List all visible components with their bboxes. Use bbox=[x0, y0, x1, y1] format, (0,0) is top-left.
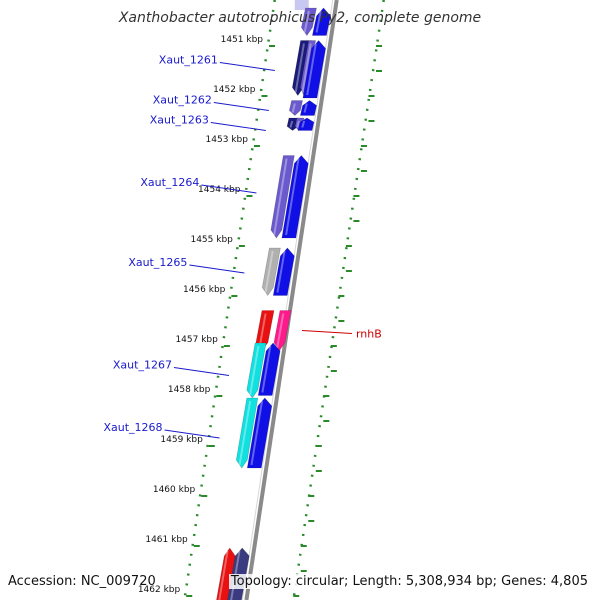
gene-label-Xaut_1265: Xaut_1265 bbox=[128, 256, 187, 269]
label-leader-Xaut_1263 bbox=[210, 122, 266, 131]
gene-Xaut_1263-cds bbox=[297, 117, 315, 131]
gene-highlight-Xaut_1261-cds bbox=[306, 43, 317, 96]
label-leader-Xaut_1261 bbox=[219, 62, 275, 71]
label-leader-Xaut_1267 bbox=[173, 367, 230, 376]
gene-highlight-Xaut_1263-cds bbox=[301, 120, 306, 128]
gene-Xaut_1261-cds bbox=[302, 40, 326, 99]
gene-highlight-Xaut_1264-a bbox=[273, 158, 288, 236]
tick-label-1462: 1462 kbp bbox=[138, 585, 181, 595]
gene-highlight-Xaut_1267-a bbox=[249, 345, 260, 396]
tick-label-1453: 1453 kbp bbox=[206, 135, 249, 145]
gene-highlight-bottom-red bbox=[218, 550, 229, 601]
gene-top-partial-purple bbox=[301, 7, 317, 37]
tick-label-1454: 1454 kbp bbox=[198, 185, 241, 195]
gene-Xaut_1268-a bbox=[235, 397, 259, 469]
tick-label-1458: 1458 kbp bbox=[168, 385, 211, 395]
gene-Xaut_1265-cds bbox=[272, 247, 295, 296]
gene-highlight-Xaut_1263-a bbox=[289, 120, 294, 128]
gene-label-Xaut_1268: Xaut_1268 bbox=[103, 421, 162, 434]
gene-label-rnhB: rnhB bbox=[356, 328, 382, 341]
top-partial-light-bar bbox=[294, 0, 309, 10]
tick-label-1459: 1459 kbp bbox=[160, 435, 203, 445]
gene-label-Xaut_1263: Xaut_1263 bbox=[150, 114, 209, 127]
gene-highlight-Xaut_1268-a bbox=[238, 400, 252, 466]
label-leader-Xaut_1268 bbox=[164, 429, 220, 439]
right-tick-track bbox=[292, 0, 385, 601]
tick-label-1451: 1451 kbp bbox=[221, 35, 264, 45]
gene-highlight-rnhB-red bbox=[258, 313, 267, 348]
gene-highlight-Xaut_1261-b bbox=[301, 43, 312, 93]
gene-Xaut_1262-a bbox=[289, 100, 303, 116]
gene-Xaut_1265-a bbox=[261, 247, 281, 297]
genome-backbone-shadow bbox=[241, 0, 334, 601]
tick-label-1461: 1461 kbp bbox=[145, 535, 188, 545]
gene-Xaut_1264-a bbox=[270, 155, 295, 239]
gene-highlight-Xaut_1263-b bbox=[296, 120, 301, 128]
gene-Xaut_1264-cds bbox=[281, 155, 309, 239]
gene-highlight-top-partial-purple bbox=[303, 10, 310, 33]
accession-text: Accession: NC_009720 bbox=[8, 574, 156, 589]
label-leader-Xaut_1262 bbox=[213, 102, 269, 111]
gene-label-Xaut_1262: Xaut_1262 bbox=[153, 94, 212, 107]
gene-highlight-Xaut_1264-cds bbox=[285, 158, 300, 236]
gene-label-Xaut_1261: Xaut_1261 bbox=[159, 54, 218, 67]
gene-highlight-Xaut_1265-a bbox=[264, 250, 274, 293]
gene-rnhB-pink bbox=[273, 310, 292, 352]
left-tick-track bbox=[183, 0, 276, 601]
gene-label-Xaut_1267: Xaut_1267 bbox=[113, 359, 172, 372]
gene-highlight-Xaut_1262-a bbox=[291, 103, 296, 113]
gene-highlight-top-partial-blue bbox=[315, 10, 322, 33]
gene-Xaut_1268-cds bbox=[246, 397, 273, 469]
label-leader-Xaut_1265 bbox=[189, 264, 245, 274]
tick-label-1455: 1455 kbp bbox=[190, 235, 233, 245]
label-leader-rnhB bbox=[301, 330, 353, 334]
gene-top-partial-blue bbox=[312, 7, 331, 36]
genome-title: Xanthobacter autotrophicus Py2, complete… bbox=[118, 10, 482, 26]
gene-Xaut_1267-cds bbox=[257, 342, 281, 396]
tick-label-1452: 1452 kbp bbox=[213, 85, 256, 95]
gene-label-Xaut_1264: Xaut_1264 bbox=[140, 176, 199, 189]
gene-highlight-Xaut_1261-a bbox=[294, 43, 305, 93]
tick-label-1460: 1460 kbp bbox=[153, 485, 196, 495]
genome-backbone bbox=[244, 0, 339, 601]
label-leader-Xaut_1264 bbox=[201, 184, 257, 194]
tick-label-1457: 1457 kbp bbox=[175, 335, 218, 345]
gene-highlight-Xaut_1267-cds bbox=[261, 345, 272, 393]
gene-Xaut_1267-a bbox=[246, 342, 267, 399]
gene-Xaut_1262-cds bbox=[299, 100, 317, 116]
tick-label-1456: 1456 kbp bbox=[183, 285, 226, 295]
gene-highlight-Xaut_1265-cds bbox=[276, 250, 286, 293]
genome-summary-text: Topology: circular; Length: 5,308,934 bp… bbox=[228, 574, 590, 589]
gene-highlight-rnhB-pink bbox=[276, 313, 285, 348]
gene-highlight-Xaut_1262-cds bbox=[303, 103, 308, 113]
gene-highlight-Xaut_1268-cds bbox=[250, 400, 264, 466]
